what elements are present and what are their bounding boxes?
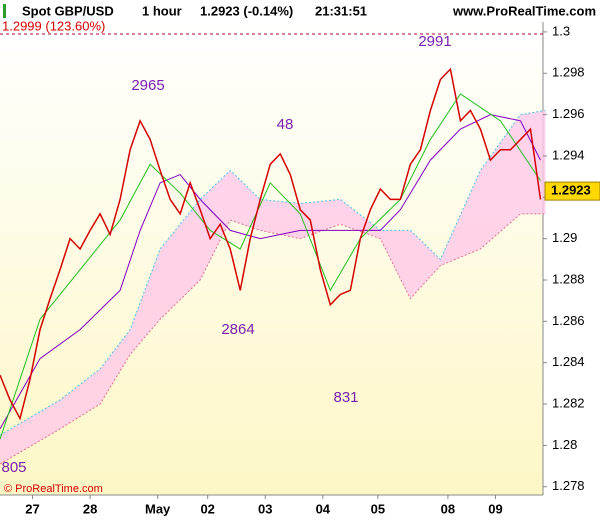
- cloud: [0, 110, 546, 464]
- y-tick-label: 1.3: [552, 23, 570, 38]
- x-tick-label: 09: [488, 501, 502, 516]
- y-tick-label: 1.29: [552, 230, 577, 245]
- span-a: [0, 109, 546, 436]
- x-tick-label: 03: [258, 501, 272, 516]
- kijun-line: [0, 114, 541, 430]
- last-price-box: [544, 181, 600, 201]
- x-tick-label: May: [145, 501, 171, 516]
- symbol: Spot GBP/USD: [22, 3, 114, 18]
- target-label: 1.2999 (123.60%): [2, 18, 105, 33]
- tenkan-line: [0, 93, 541, 440]
- y-tick-label: 1.288: [552, 271, 585, 286]
- annotation: 48: [277, 116, 294, 133]
- y-tick-label: 1.282: [552, 395, 585, 410]
- icon: [3, 4, 6, 18]
- y-tick-label: 1.298: [552, 65, 585, 80]
- annotation: 2864: [221, 321, 254, 338]
- price-line: [0, 67, 542, 421]
- y-tick-label: 1.296: [552, 106, 585, 121]
- y-tick-label: 1.28: [552, 437, 577, 452]
- x-tick-label: 28: [83, 501, 97, 516]
- x-tick-label: 04: [316, 501, 331, 516]
- x-tick-label: 02: [200, 501, 214, 516]
- annotation: 2965: [131, 77, 164, 94]
- site: www.ProRealTime.com: [452, 3, 596, 18]
- y-tick-label: 1.284: [552, 354, 585, 369]
- y-tick-label: 1.294: [552, 147, 585, 162]
- header-bar: [0, 0, 600, 22]
- footer: © ProRealTime.com: [4, 483, 103, 495]
- time: 21:31:51: [315, 3, 367, 18]
- x-tick-label: 27: [25, 501, 39, 516]
- x-tick-label: 05: [371, 501, 385, 516]
- annotation: 831: [333, 389, 358, 406]
- y-tick-label: 1.286: [552, 313, 585, 328]
- plot-area: [0, 22, 543, 495]
- y-tick-label: 1.278: [552, 478, 585, 493]
- x-tick-label: 08: [441, 501, 455, 516]
- interval: 1 hour: [142, 3, 182, 18]
- last-price-label: 1.2923: [551, 183, 591, 198]
- annotation: 805: [1, 459, 26, 476]
- annotation: 2991: [418, 33, 451, 50]
- quote: 1.2923 (-0.14%): [200, 3, 293, 18]
